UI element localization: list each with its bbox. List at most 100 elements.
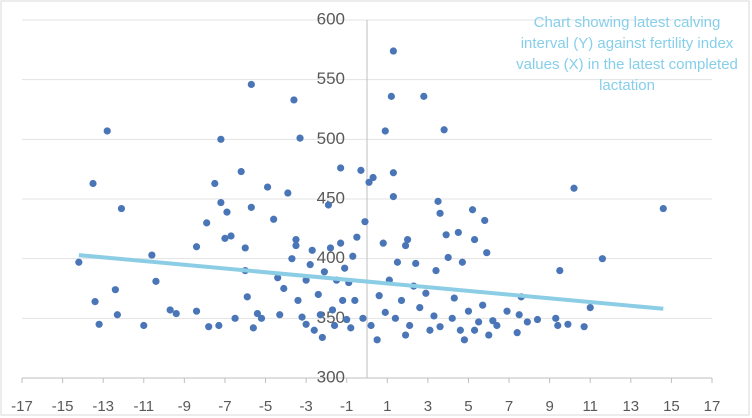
data-point xyxy=(460,336,469,344)
data-point xyxy=(432,267,440,275)
x-tick-label: -13 xyxy=(92,398,114,415)
data-point xyxy=(485,331,493,339)
data-point xyxy=(436,323,444,331)
data-point xyxy=(367,321,375,330)
data-point xyxy=(276,311,284,319)
data-point xyxy=(381,127,389,135)
data-point xyxy=(113,311,121,319)
data-point xyxy=(361,218,369,226)
x-tick-label: 3 xyxy=(424,398,432,415)
data-point xyxy=(140,321,148,330)
data-point xyxy=(552,314,560,322)
data-point xyxy=(89,179,97,188)
data-point xyxy=(203,219,211,227)
data-point xyxy=(373,336,381,344)
data-point xyxy=(515,311,523,319)
data-point xyxy=(310,326,318,334)
x-tick-label: 13 xyxy=(622,398,639,415)
data-point xyxy=(458,258,466,266)
x-tick-label: -11 xyxy=(133,398,154,415)
x-tick-label: 11 xyxy=(582,398,598,415)
data-point xyxy=(375,292,383,300)
data-point xyxy=(243,293,251,301)
data-point xyxy=(221,234,229,242)
data-point xyxy=(598,255,607,263)
data-point xyxy=(401,331,410,339)
data-point xyxy=(503,307,511,315)
x-tick-label: 15 xyxy=(663,398,680,415)
data-point xyxy=(172,309,180,318)
data-point xyxy=(556,267,564,275)
y-tick-label: 550 xyxy=(317,69,345,88)
data-point xyxy=(215,321,223,330)
data-point xyxy=(337,164,345,172)
data-point xyxy=(347,324,355,332)
data-point xyxy=(468,206,477,214)
data-point xyxy=(389,193,397,201)
data-point xyxy=(280,284,288,293)
data-point xyxy=(586,303,594,312)
data-point xyxy=(231,314,239,322)
data-point xyxy=(481,216,489,225)
data-point xyxy=(274,274,282,282)
data-point xyxy=(353,233,361,241)
data-point xyxy=(111,286,119,294)
data-point xyxy=(434,197,442,205)
data-point xyxy=(227,232,235,240)
data-point xyxy=(117,204,126,213)
data-point xyxy=(337,239,345,247)
data-point xyxy=(564,320,572,328)
data-point xyxy=(479,301,487,309)
data-point xyxy=(326,244,335,252)
data-point xyxy=(483,249,491,257)
y-tick-label: 500 xyxy=(317,129,345,148)
data-point xyxy=(448,314,456,322)
data-point xyxy=(533,315,542,324)
data-point xyxy=(436,209,444,217)
data-point xyxy=(103,127,111,135)
x-tick-label: -7 xyxy=(218,398,231,415)
x-tick-label: 17 xyxy=(704,398,721,415)
data-point xyxy=(420,92,428,100)
data-point xyxy=(247,203,255,211)
data-point xyxy=(454,228,462,237)
data-point xyxy=(91,298,99,306)
data-point xyxy=(464,307,473,315)
data-point xyxy=(152,277,160,285)
data-point xyxy=(523,318,531,326)
x-tick-label: 7 xyxy=(505,398,513,415)
x-tick-label: -17 xyxy=(11,398,33,415)
data-point xyxy=(284,189,292,197)
data-point xyxy=(318,333,326,342)
data-point xyxy=(440,126,448,134)
x-tick-label: -5 xyxy=(259,398,272,415)
data-point xyxy=(416,303,424,312)
data-point xyxy=(393,258,402,266)
data-point xyxy=(426,326,434,334)
y-tick-label: 300 xyxy=(317,367,345,386)
data-point xyxy=(389,47,397,55)
data-point xyxy=(270,215,278,223)
data-point xyxy=(442,231,450,239)
data-point xyxy=(306,261,314,269)
data-point xyxy=(316,311,324,319)
data-point xyxy=(249,324,257,332)
data-point xyxy=(292,235,300,244)
data-point xyxy=(343,315,351,324)
data-point xyxy=(294,296,302,305)
data-point xyxy=(292,241,300,250)
data-point xyxy=(341,264,349,272)
data-point xyxy=(444,253,452,262)
data-point xyxy=(381,308,389,316)
data-point xyxy=(389,169,397,177)
data-point xyxy=(314,290,322,299)
data-point xyxy=(302,320,310,328)
data-point xyxy=(391,314,400,322)
data-point xyxy=(456,326,464,334)
data-point xyxy=(470,235,479,244)
data-point xyxy=(365,178,373,186)
data-point xyxy=(211,179,219,188)
